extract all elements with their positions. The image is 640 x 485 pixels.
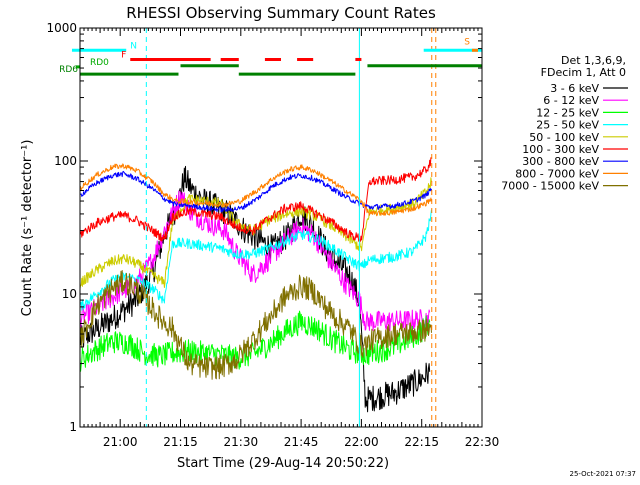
legend-label-8: 7000 - 15000 keV: [501, 180, 599, 193]
x-tick-label-4: 22:00: [344, 435, 379, 449]
y-tick-label-3: 1000: [46, 21, 77, 35]
flag-label-f: F: [121, 50, 126, 60]
flag-bars: NF RD0 RD6 S: [59, 37, 482, 76]
x-tick-label-2: 21:30: [224, 435, 259, 449]
series-line-7: [79, 163, 432, 217]
legend-label-7: 800 - 7000 keV: [515, 167, 599, 180]
x-tick-label-6: 22:30: [465, 435, 500, 449]
legend-label-6: 300 - 800 keV: [522, 155, 599, 168]
legend-label-5: 100 - 300 keV: [522, 143, 599, 156]
x-tick-label-5: 22:15: [404, 435, 439, 449]
axes: 21:00 21:15 21:30 21:45 22:00 22:15 22:30 1 10 10…: [46, 21, 499, 449]
y-tick-label-1: 10: [62, 287, 77, 301]
x-tick-label-3: 21:45: [284, 435, 319, 449]
legend-header-0: Det 1,3,6,9,: [561, 54, 626, 67]
footer-timestamp: 25-Oct-2021 07:37: [570, 470, 636, 478]
y-axis-label: Count Rate (s⁻¹ detector⁻¹): [20, 140, 35, 317]
x-tick-label-1: 21:15: [163, 435, 198, 449]
series-layer: [79, 157, 432, 413]
legend-label-2: 12 - 25 keV: [536, 106, 599, 119]
flag-label-rd6: RD6: [59, 65, 78, 75]
x-axis-label: Start Time (29-Aug-14 20:50:22): [177, 456, 389, 471]
legend-label-0: 3 - 6 keV: [550, 82, 599, 95]
legend-label-3: 25 - 50 keV: [536, 119, 599, 132]
x-tick-label-0: 21:00: [103, 435, 138, 449]
series-line-6: [79, 170, 432, 213]
y-tick-label-0: 1: [69, 420, 77, 434]
chart-title: RHESSI Observing Summary Count Rates: [126, 4, 436, 22]
flag-label-n: N: [130, 41, 137, 51]
series-line-5: [79, 157, 432, 242]
flag-label-s: S: [464, 37, 470, 47]
series-line-8: [79, 270, 432, 380]
legend-label-4: 50 - 100 keV: [529, 131, 599, 144]
legend-label-1: 6 - 12 keV: [543, 94, 599, 107]
flag-label-rd0: RD0: [90, 58, 109, 68]
series-line-3: [79, 209, 432, 311]
legend-header-1: FDecim 1, Att 0: [541, 66, 626, 79]
y-tick-label-2: 100: [54, 154, 77, 168]
